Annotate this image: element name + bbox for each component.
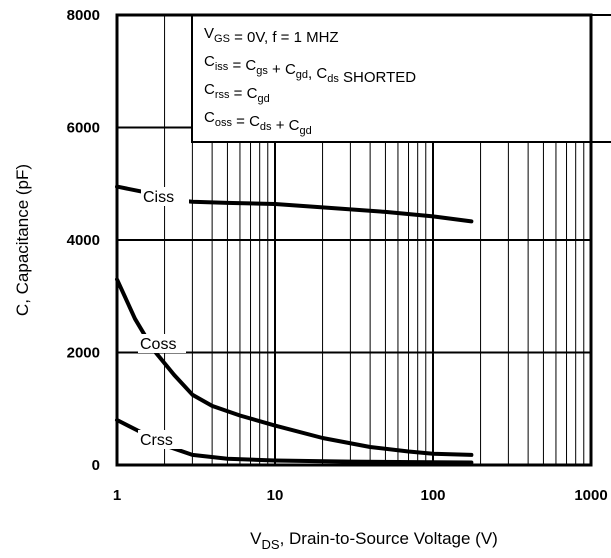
series-coss-label: Coss (140, 336, 176, 353)
condition-subscript: ds (260, 121, 272, 133)
y-tick-label: 2000 (67, 345, 100, 362)
y-tick-label: 8000 (67, 7, 100, 24)
condition-line: Coss = Cds + Cgd (204, 109, 312, 137)
condition-subscript: gs (256, 65, 268, 77)
condition-text: V (204, 25, 214, 42)
tick-labels: 0 2000 4000 6000 8000 1 10 100 1000 (67, 7, 608, 504)
condition-text: = 0V, f = 1 MHZ (230, 29, 339, 46)
condition-text: = C (228, 57, 256, 74)
series-curves: Ciss Coss Crss (115, 184, 474, 465)
condition-text: = C (230, 85, 258, 102)
condition-line: Crss = Cgd (204, 81, 270, 105)
condition-text: C (204, 109, 215, 126)
condition-text: C (204, 81, 215, 98)
plot-frame (115, 13, 593, 467)
series-label-bg (138, 334, 186, 353)
condition-subscript: gd (296, 69, 308, 81)
series-label-bg (138, 430, 186, 449)
x-tick-label: 1000 (574, 487, 607, 504)
condition-text: + C (268, 61, 296, 78)
condition-line: VGS = 0V, f = 1 MHZ (204, 25, 339, 46)
condition-text: C (204, 53, 215, 70)
x-axis-label: VDS, Drain-to-Source Voltage (V) (250, 529, 498, 552)
y-tick-label: 0 (92, 457, 100, 474)
condition-subscript: GS (214, 33, 230, 45)
condition-subscript: gd (257, 93, 269, 105)
condition-subscript: rss (215, 89, 230, 101)
condition-subscript: oss (215, 117, 233, 129)
y-tick-label: 6000 (67, 120, 100, 137)
series-crss-label: Crss (140, 432, 173, 449)
condition-line: Ciss = Cgs + Cgd, Cds SHORTED (204, 53, 416, 86)
series-label-bg (141, 187, 189, 206)
conditions-box-bg (191, 14, 611, 143)
series-coss-curve (115, 277, 474, 457)
x-axis-label-subscript: DS (262, 537, 280, 552)
condition-subscript: iss (215, 61, 229, 73)
condition-text: , C (308, 65, 327, 82)
y-axis-label: C, Capacitance (pF) (13, 164, 32, 316)
x-axis-label-main: V (250, 529, 262, 548)
x-tick-label: 10 (267, 487, 284, 504)
condition-text: SHORTED (339, 69, 416, 86)
series-ciss-label: Ciss (143, 189, 174, 206)
x-tick-label: 100 (420, 487, 445, 504)
condition-text: = C (232, 113, 260, 130)
x-axis-label-rest: , Drain-to-Source Voltage (V) (280, 529, 498, 548)
condition-subscript: ds (327, 73, 339, 85)
condition-subscript: gd (299, 125, 311, 137)
y-tick-label: 4000 (67, 232, 100, 249)
axis-labels: VDS, Drain-to-Source Voltage (V) C, Capac… (13, 164, 498, 552)
plot-border (115, 13, 593, 467)
condition-text: + C (272, 117, 300, 134)
x-tick-label: 1 (113, 487, 121, 504)
